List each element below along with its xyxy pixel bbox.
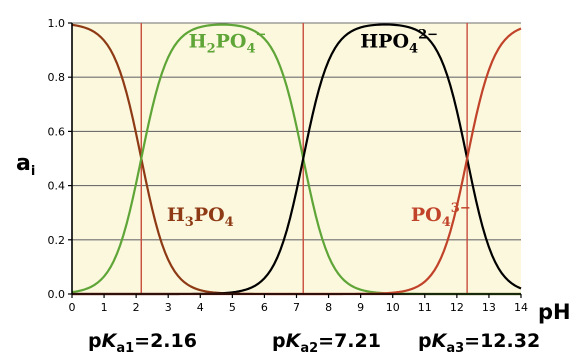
x-tick-label: 11 [418,301,432,314]
y-tick-label: 0.0 [48,288,66,301]
y-axis-label-main: a [16,151,31,176]
species-label-0: H3PO4 [167,204,234,230]
pka-label-2: pKa2=7.21 [272,330,381,356]
x-tick-label: 4 [197,301,204,314]
x-tick-label: 10 [386,301,400,314]
x-tick-label: 6 [261,301,268,314]
pka-labels: pKa1=2.16 pKa2=7.21 pKa3=12.32 [88,330,540,356]
y-tick-label: 1.0 [48,17,66,30]
x-tick-label: 9 [357,301,364,314]
y-axis-label-sub: i [31,164,35,179]
species-labels: H3PO4 H2PO4− HPO42− PO43− [167,27,471,229]
y-tick-label: 0.2 [48,234,66,247]
y-tick-label: 0.6 [48,125,66,138]
x-tick-label: 5 [229,301,236,314]
pka-label-1: pKa1=2.16 [88,330,197,356]
x-tick-label: 3 [165,301,172,314]
x-tick-label: 8 [325,301,332,314]
y-tick-label: 0.4 [48,180,66,193]
x-tick-label: 1 [101,301,108,314]
y-tick-labels: 0.0 0.2 0.4 0.6 0.8 1.0 [48,17,72,301]
x-tick-label: 0 [69,301,76,314]
x-tick-label: 13 [482,301,496,314]
x-tick-labels: 0 1 2 3 4 5 6 7 8 9 10 11 12 13 14 [69,294,528,314]
plot-background [72,23,521,294]
y-axis-label: ai [16,151,35,179]
y-tick-label: 0.8 [48,71,66,84]
species-label-2: HPO42− [360,27,438,56]
x-tick-label: 2 [133,301,140,314]
pka-label-3: pKa3=12.32 [418,330,540,356]
x-axis-label: pH [538,300,570,324]
x-tick-label: 7 [293,301,300,314]
x-tick-label: 14 [514,301,528,314]
x-tick-label: 12 [450,301,464,314]
species-label-1: H2PO4− [189,27,267,56]
species-label-3: PO43− [411,201,471,230]
